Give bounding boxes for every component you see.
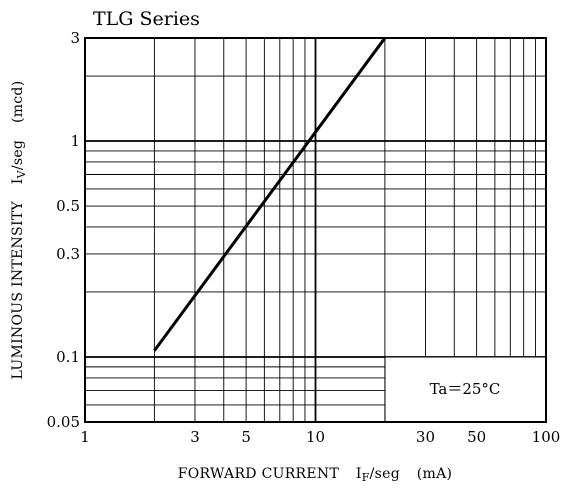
y-tick-label: 0.1 <box>56 348 80 366</box>
x-axis-title-subscript: F <box>362 471 370 484</box>
x-axis-title-unit: (mA) <box>417 466 453 482</box>
annotation-text: Ta＝25°C <box>430 380 501 398</box>
x-axis-title-rest: /seg <box>370 466 400 482</box>
annotation-box <box>384 356 547 423</box>
x-tick-label: 100 <box>532 428 561 446</box>
x-tick-label: 3 <box>190 428 200 446</box>
y-tick-label: 1 <box>70 132 80 150</box>
y-axis-title-symbol: I <box>10 178 26 184</box>
x-tick-labels: 1 3 5 10 30 50 100 <box>80 428 560 446</box>
y-axis-title-main: LUMINOUS INTENSITY <box>10 201 26 380</box>
x-axis-title: FORWARD CURRENT IF/seg (mA) <box>178 466 453 484</box>
y-tick-label: 3 <box>70 29 80 47</box>
x-tick-label: 30 <box>416 428 435 446</box>
x-tick-label: 10 <box>306 428 325 446</box>
series-line <box>153 37 387 352</box>
y-axis-title-rest: /seg <box>10 140 26 170</box>
x-tick-label: 50 <box>467 428 486 446</box>
chart-title: TLG Series <box>93 8 200 30</box>
y-axis-title: LUMINOUS INTENSITY IV/seg (mcd) <box>10 81 28 380</box>
y-tick-label: 0.3 <box>56 245 80 263</box>
x-tick-label: 1 <box>80 428 90 446</box>
x-axis-title-main: FORWARD CURRENT <box>178 466 340 482</box>
y-tick-label: 0.5 <box>56 197 80 215</box>
y-axis-title-unit: (mcd) <box>10 81 26 124</box>
y-tick-labels: 0.05 0.1 0.3 0.5 1 3 <box>47 29 80 431</box>
plot-frame <box>84 37 547 423</box>
series-lines <box>153 37 387 352</box>
x-axis-title-symbol: I <box>356 466 362 482</box>
y-tick-label: 0.05 <box>47 413 80 431</box>
y-axis-title-subscript: V <box>15 169 28 179</box>
x-tick-label: 5 <box>241 428 251 446</box>
